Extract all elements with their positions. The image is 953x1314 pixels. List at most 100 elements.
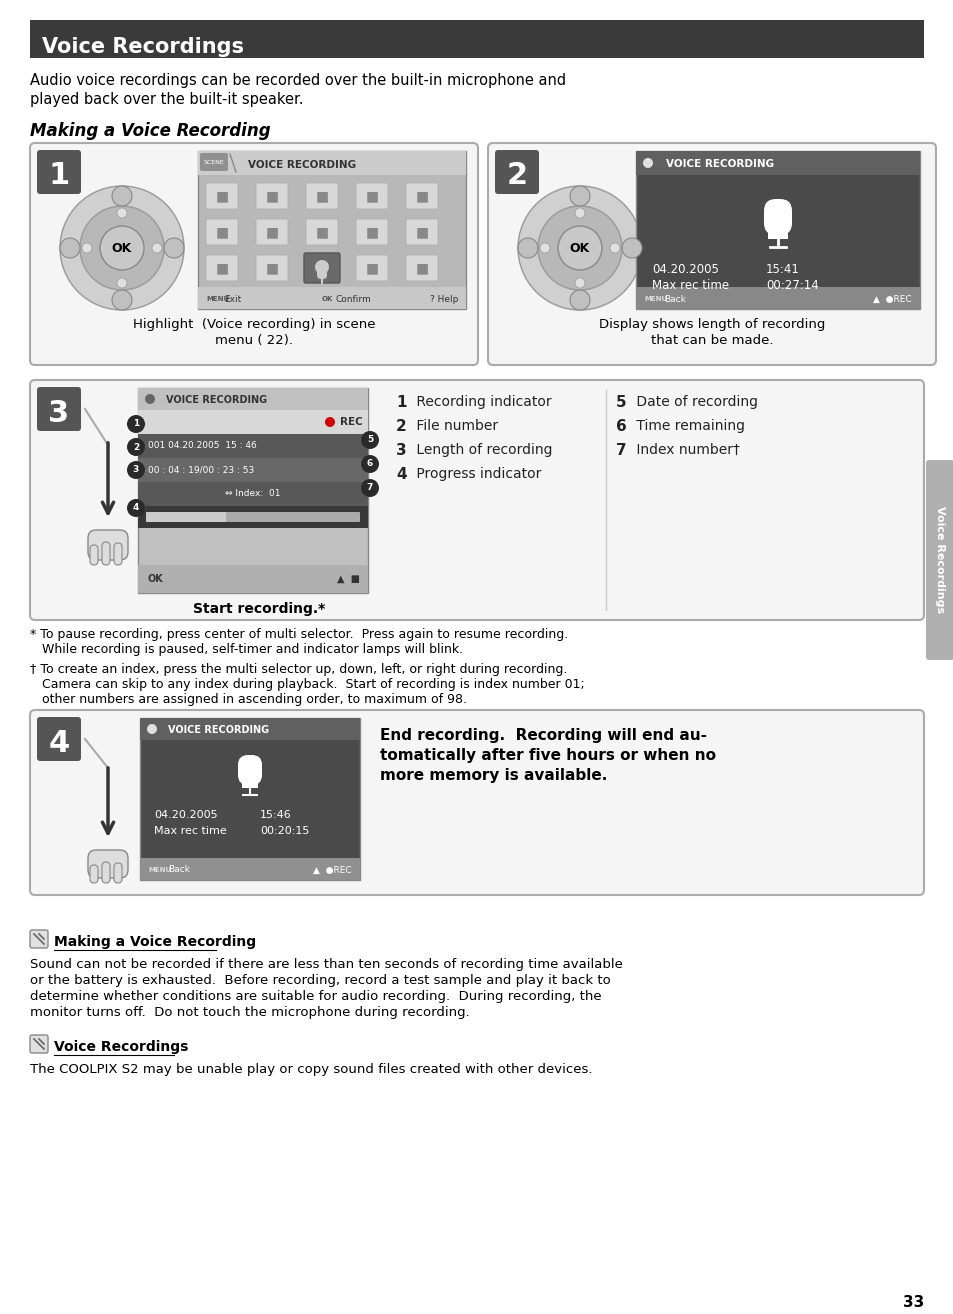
Circle shape — [517, 187, 641, 310]
Text: 3: 3 — [132, 465, 139, 474]
FancyBboxPatch shape — [30, 1035, 48, 1053]
Circle shape — [360, 480, 378, 497]
FancyBboxPatch shape — [37, 150, 81, 194]
Bar — [140, 717, 359, 740]
Text: Back: Back — [168, 866, 190, 875]
Text: menu ( 22).: menu ( 22). — [214, 334, 293, 347]
Bar — [198, 151, 465, 309]
Text: MENU: MENU — [643, 296, 666, 302]
Circle shape — [575, 208, 584, 218]
FancyBboxPatch shape — [200, 152, 228, 171]
Text: 00:20:15: 00:20:15 — [260, 827, 309, 836]
Circle shape — [100, 226, 144, 269]
FancyBboxPatch shape — [102, 541, 110, 565]
Circle shape — [621, 238, 641, 258]
Text: determine whether conditions are suitable for audio recording.  During recording: determine whether conditions are suitabl… — [30, 989, 601, 1003]
Text: ? Help: ? Help — [429, 294, 457, 304]
FancyBboxPatch shape — [406, 255, 437, 281]
FancyBboxPatch shape — [406, 183, 437, 209]
FancyBboxPatch shape — [306, 219, 337, 244]
Text: Highlight  (Voice recording) in scene: Highlight (Voice recording) in scene — [132, 318, 375, 331]
FancyBboxPatch shape — [37, 717, 81, 761]
FancyBboxPatch shape — [37, 388, 81, 431]
FancyBboxPatch shape — [113, 543, 122, 565]
FancyBboxPatch shape — [355, 255, 388, 281]
Bar — [140, 858, 359, 880]
Bar — [140, 717, 359, 880]
Circle shape — [60, 187, 184, 310]
FancyBboxPatch shape — [90, 865, 98, 883]
Text: † To create an index, press the multi selector up, down, left, or right during r: † To create an index, press the multi se… — [30, 664, 567, 675]
Circle shape — [127, 438, 145, 456]
Text: that can be made.: that can be made. — [650, 334, 773, 347]
Circle shape — [569, 187, 589, 206]
Circle shape — [147, 724, 157, 735]
Circle shape — [112, 290, 132, 310]
Circle shape — [112, 187, 132, 206]
Text: SCENE: SCENE — [203, 160, 224, 166]
Text: 15:41: 15:41 — [765, 263, 799, 276]
Text: 001 04.20.2005  15 : 46: 001 04.20.2005 15 : 46 — [148, 442, 256, 451]
FancyBboxPatch shape — [146, 512, 226, 522]
FancyBboxPatch shape — [488, 143, 935, 365]
Text: ■: ■ — [265, 261, 278, 275]
Text: 2: 2 — [132, 443, 139, 452]
Text: The COOLPIX S2 may be unable play or copy sound files created with other devices: The COOLPIX S2 may be unable play or cop… — [30, 1063, 592, 1076]
Text: Progress indicator: Progress indicator — [412, 466, 540, 481]
Text: ■: ■ — [215, 261, 229, 275]
Text: ■: ■ — [365, 261, 378, 275]
Text: 4: 4 — [395, 466, 406, 482]
Text: Recording indicator: Recording indicator — [412, 396, 551, 409]
Circle shape — [127, 415, 145, 434]
Circle shape — [80, 206, 164, 290]
Text: 00 : 04 : 19/00 : 23 : 53: 00 : 04 : 19/00 : 23 : 53 — [148, 465, 254, 474]
Text: 3: 3 — [49, 398, 70, 427]
Bar — [636, 286, 919, 309]
Circle shape — [360, 431, 378, 449]
Text: ■: ■ — [365, 225, 378, 239]
Text: 1: 1 — [395, 396, 406, 410]
Circle shape — [569, 290, 589, 310]
Text: Back: Back — [663, 294, 685, 304]
Text: Making a Voice Recording: Making a Voice Recording — [30, 122, 271, 141]
FancyBboxPatch shape — [90, 545, 98, 565]
FancyBboxPatch shape — [206, 183, 237, 209]
Circle shape — [558, 226, 601, 269]
Text: Length of recording: Length of recording — [412, 443, 552, 457]
Text: 4: 4 — [49, 728, 70, 757]
FancyBboxPatch shape — [88, 850, 128, 878]
Text: Sound can not be recorded if there are less than ten seconds of recording time a: Sound can not be recorded if there are l… — [30, 958, 622, 971]
FancyBboxPatch shape — [113, 863, 122, 883]
FancyBboxPatch shape — [30, 930, 48, 947]
FancyBboxPatch shape — [102, 862, 110, 883]
Text: 5: 5 — [367, 435, 373, 444]
Circle shape — [360, 455, 378, 473]
Text: 4: 4 — [132, 503, 139, 512]
Bar — [138, 388, 368, 593]
Text: Exit: Exit — [224, 294, 241, 304]
Text: VOICE RECORDING: VOICE RECORDING — [248, 160, 355, 170]
Text: REC: REC — [339, 417, 362, 427]
Text: Index number†: Index number† — [631, 443, 740, 457]
Circle shape — [145, 394, 154, 403]
Text: Confirm: Confirm — [335, 294, 372, 304]
Circle shape — [164, 238, 184, 258]
FancyBboxPatch shape — [255, 255, 288, 281]
Text: ▲  ■: ▲ ■ — [336, 574, 359, 583]
Text: tomatically after five hours or when no: tomatically after five hours or when no — [379, 748, 716, 763]
Text: ■: ■ — [415, 225, 428, 239]
Text: VOICE RECORDING: VOICE RECORDING — [665, 159, 773, 170]
Text: OK: OK — [112, 242, 132, 255]
Text: Voice Recordings: Voice Recordings — [42, 37, 244, 57]
Circle shape — [325, 417, 335, 427]
Text: MENU: MENU — [148, 867, 171, 872]
Text: Max rec time: Max rec time — [651, 279, 728, 292]
FancyBboxPatch shape — [355, 183, 388, 209]
Text: 00:27:14: 00:27:14 — [765, 279, 818, 292]
Text: 2: 2 — [395, 419, 406, 434]
Bar — [30, 20, 923, 58]
FancyBboxPatch shape — [925, 460, 953, 660]
Bar — [138, 482, 368, 506]
FancyBboxPatch shape — [763, 198, 791, 235]
Text: Making a Voice Recording: Making a Voice Recording — [54, 936, 255, 949]
